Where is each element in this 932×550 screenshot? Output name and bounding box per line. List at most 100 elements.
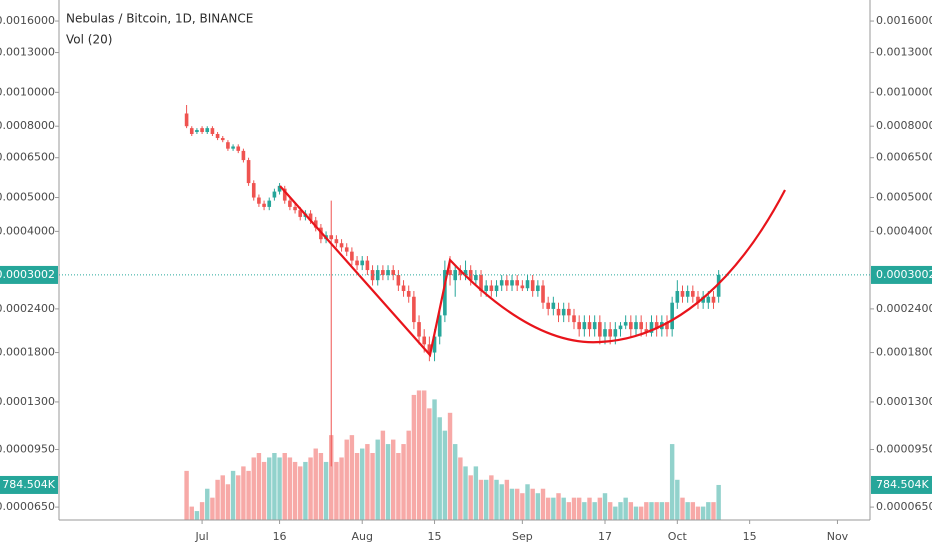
volume-bar bbox=[251, 457, 256, 520]
candle-body bbox=[422, 336, 427, 345]
candle-body bbox=[189, 128, 194, 134]
volume-bar bbox=[437, 417, 442, 520]
volume-bar bbox=[535, 493, 541, 520]
last-price-box bbox=[0, 265, 58, 284]
candle-body bbox=[567, 308, 571, 316]
volume-bar bbox=[272, 453, 277, 520]
y-tick-label: 0.0001300 bbox=[876, 395, 932, 408]
candle-body bbox=[556, 308, 561, 316]
volume-bar bbox=[256, 453, 262, 520]
candle-body bbox=[412, 296, 416, 323]
volume-bar bbox=[685, 502, 690, 520]
volume-bar bbox=[592, 502, 597, 520]
candle-body bbox=[603, 329, 607, 337]
volume-layer bbox=[184, 390, 721, 520]
candle-body bbox=[231, 146, 235, 149]
volume-bar bbox=[618, 502, 623, 520]
volume-bar bbox=[329, 435, 334, 520]
candle-body bbox=[437, 315, 442, 337]
y-tick-label: 0.0004000 bbox=[0, 224, 55, 237]
y-tick-label: 0.0006500 bbox=[876, 151, 932, 164]
x-tick-label: 15 bbox=[743, 530, 757, 543]
volume-bar bbox=[489, 475, 494, 520]
volume-bar bbox=[711, 502, 716, 520]
candle-body bbox=[665, 322, 669, 330]
candle-body bbox=[370, 270, 375, 281]
candle-body bbox=[339, 243, 344, 248]
volume-bar bbox=[540, 488, 546, 520]
candle-body bbox=[195, 130, 199, 133]
volume-bar bbox=[427, 408, 432, 520]
candle-body bbox=[505, 280, 509, 286]
last-volume-box bbox=[871, 475, 932, 494]
candle-body bbox=[577, 322, 581, 330]
volume-bar bbox=[628, 502, 634, 520]
volume-bar bbox=[225, 484, 231, 520]
candle-body bbox=[391, 270, 396, 276]
candle-body bbox=[654, 322, 659, 330]
candle-body bbox=[184, 113, 189, 127]
candle-body bbox=[479, 275, 483, 292]
volume-bar bbox=[277, 457, 282, 520]
volume-bar bbox=[396, 453, 401, 520]
candle-body bbox=[251, 183, 256, 198]
candle-body bbox=[536, 285, 540, 292]
candle-body bbox=[474, 275, 478, 281]
volume-bar bbox=[406, 430, 411, 520]
volume-bar bbox=[509, 488, 515, 520]
candle-body bbox=[205, 128, 210, 133]
candle-body bbox=[381, 270, 385, 276]
volume-bar bbox=[184, 470, 189, 520]
candle-body bbox=[288, 200, 292, 207]
volume-bar bbox=[199, 502, 205, 520]
candle-body bbox=[241, 150, 246, 161]
candle-body bbox=[396, 275, 401, 286]
volume-bar bbox=[659, 502, 665, 520]
volume-bar bbox=[654, 502, 659, 520]
candle-body bbox=[561, 308, 566, 316]
candle-body bbox=[649, 322, 654, 333]
candle-body bbox=[706, 296, 711, 303]
volume-bar bbox=[210, 497, 215, 520]
candle-body bbox=[582, 322, 587, 330]
last-volume-label: 784.504K bbox=[876, 478, 929, 491]
candle-body bbox=[427, 344, 432, 353]
volume-bar bbox=[690, 502, 696, 520]
x-tick-label: Jul bbox=[194, 530, 208, 543]
volume-bar bbox=[520, 493, 525, 520]
volume-bar bbox=[597, 497, 603, 520]
volume-bar bbox=[473, 466, 479, 520]
candle-body bbox=[510, 280, 514, 286]
candle-body bbox=[236, 146, 241, 151]
candle-body bbox=[215, 133, 220, 139]
volume-bar bbox=[287, 457, 293, 520]
volume-bar bbox=[323, 461, 329, 520]
volume-bar bbox=[308, 457, 313, 520]
volume-bar bbox=[545, 497, 551, 520]
candle-body bbox=[530, 280, 535, 292]
candle-body bbox=[282, 188, 287, 201]
volume-bar bbox=[716, 484, 721, 520]
volume-bar bbox=[230, 470, 236, 520]
candle-body bbox=[546, 302, 550, 309]
y-tick-label: 0.0002400 bbox=[0, 302, 55, 315]
candle-body bbox=[417, 322, 421, 337]
candle-body bbox=[675, 291, 680, 303]
candle-body bbox=[355, 260, 359, 266]
volume-bar bbox=[416, 390, 422, 520]
candle-body bbox=[644, 329, 649, 333]
volume-bar bbox=[194, 511, 200, 520]
y-tick-label: 0.0001800 bbox=[0, 346, 55, 359]
volume-bar bbox=[649, 502, 654, 520]
candle-body bbox=[670, 302, 674, 330]
volume-bar bbox=[576, 497, 582, 520]
volume-bar bbox=[267, 457, 272, 520]
volume-bar bbox=[607, 502, 613, 520]
volume-bar bbox=[282, 453, 287, 520]
candle-body bbox=[432, 336, 437, 353]
candle-body bbox=[592, 322, 597, 330]
volume-bar bbox=[380, 430, 386, 520]
last-price-box bbox=[871, 265, 932, 284]
volume-bar bbox=[494, 479, 499, 520]
candle-body bbox=[572, 315, 576, 323]
